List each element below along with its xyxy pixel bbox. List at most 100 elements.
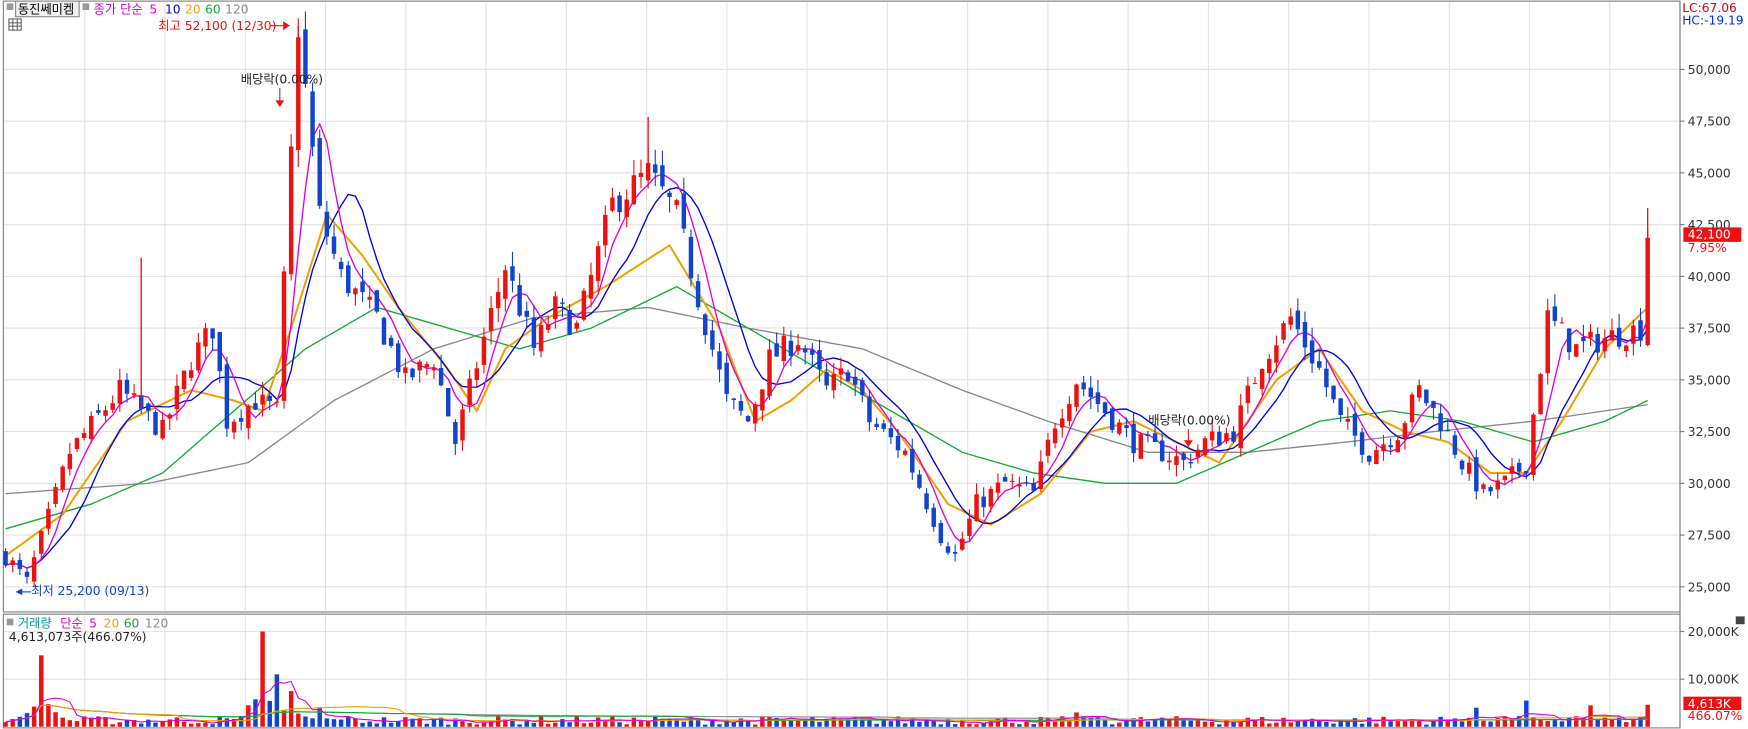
volume-menu-icon[interactable] [6, 618, 14, 626]
candle-body [838, 368, 844, 375]
candle-body [581, 290, 587, 320]
arrow-down-icon [1183, 440, 1193, 447]
candle-body [1195, 449, 1201, 458]
volume-bar [710, 720, 715, 727]
dividend-annotation-1: 배당락(0.00%) [241, 73, 323, 108]
candle-body [1438, 413, 1443, 432]
candle-body [1538, 374, 1543, 415]
candle-body [1359, 432, 1365, 455]
candle-body [760, 389, 765, 411]
candle-body [231, 421, 237, 433]
candle-body [610, 197, 615, 211]
candle-body [1509, 466, 1515, 474]
volume-bar [1445, 720, 1450, 727]
candle-body [1524, 470, 1529, 474]
volume-bar [346, 717, 351, 727]
candle-body [1052, 428, 1058, 444]
candle-body [1309, 340, 1315, 364]
volume-bar [96, 716, 101, 727]
candle-body [1238, 405, 1243, 449]
volume-bar-series [3, 631, 1650, 727]
candle-body [317, 138, 322, 206]
candle-body [802, 348, 808, 353]
stock-name[interactable]: 동진쎄미켐 [18, 2, 74, 16]
volume-bar [1188, 720, 1193, 727]
volume-bar [89, 717, 94, 727]
candle-body [538, 324, 544, 352]
volume-bar [1259, 717, 1265, 727]
volume-bar [974, 724, 979, 727]
volume-bar [1366, 717, 1372, 727]
candle-series [3, 11, 1650, 586]
menu-square-icon[interactable] [6, 3, 14, 11]
candle-body [53, 486, 58, 504]
dividend-label-2: 배당락(0.00%) [1148, 414, 1230, 428]
volume-bar [1424, 724, 1429, 727]
volume-bar [1502, 716, 1508, 727]
candle-body [710, 330, 715, 350]
candle-body [717, 351, 722, 370]
volume-bar [724, 720, 729, 727]
candle-body [1124, 425, 1129, 429]
candle-body [1366, 455, 1372, 462]
candle-body [24, 571, 30, 577]
volume-bar [1345, 720, 1351, 727]
volume-bar [667, 718, 672, 727]
candle-body [417, 361, 422, 371]
volume-bar [1245, 717, 1251, 727]
candle-body [1352, 413, 1358, 436]
volume-bar [981, 723, 986, 727]
volume-bar [1438, 716, 1443, 727]
volume-bar [1031, 724, 1036, 727]
table-icon[interactable] [8, 18, 22, 31]
volume-bar [131, 720, 137, 727]
candle-body [1424, 389, 1429, 404]
candle-body [938, 522, 944, 544]
volume-bar [688, 717, 694, 727]
volume-bar [1209, 721, 1215, 727]
volume-bar [317, 707, 322, 727]
volume-bar [1117, 722, 1122, 727]
candle-body [1259, 369, 1265, 389]
volume-bar [431, 718, 437, 727]
volume-bar [1559, 721, 1565, 727]
volume-bar [610, 716, 615, 727]
candle-body [124, 379, 130, 394]
volume-bar [838, 718, 844, 727]
candle-body [460, 409, 465, 441]
volume-bar [895, 716, 901, 727]
volume-axis: 20,000K 10,000K [1679, 625, 1740, 687]
candle-body [110, 403, 115, 410]
candle-body [103, 410, 108, 416]
volume-bar [810, 717, 815, 727]
candle-body [1267, 358, 1272, 374]
volume-bar [717, 724, 722, 727]
volume-bar [802, 718, 808, 727]
volume-bar [453, 718, 458, 727]
candle-body [902, 450, 908, 455]
volume-bar [1552, 719, 1558, 727]
grid-lines [4, 2, 1679, 727]
panel-toggle-icon[interactable] [1735, 616, 1745, 625]
candle-body [267, 395, 272, 401]
candle-body [60, 466, 65, 490]
volume-bar [1159, 717, 1165, 727]
volume-bar [567, 722, 572, 727]
candle-body [410, 368, 415, 378]
volume-bar [274, 674, 280, 727]
stock-name-box[interactable] [15, 0, 80, 18]
volume-bar [1181, 718, 1186, 727]
candle-body [1102, 402, 1108, 414]
price-tick-label: 30,000 [1688, 477, 1731, 491]
candle-body [588, 274, 594, 299]
candle-body [1059, 418, 1065, 428]
candle-body [810, 349, 815, 355]
volume-bar [1138, 717, 1143, 727]
ma60-legend: 60 [205, 2, 221, 16]
volume-bar [1359, 723, 1365, 727]
volume-bar [310, 718, 315, 727]
volume-bar [1338, 721, 1343, 727]
volume-bar [817, 721, 822, 727]
candle-body [995, 482, 1001, 493]
volume-bar [1595, 719, 1600, 727]
